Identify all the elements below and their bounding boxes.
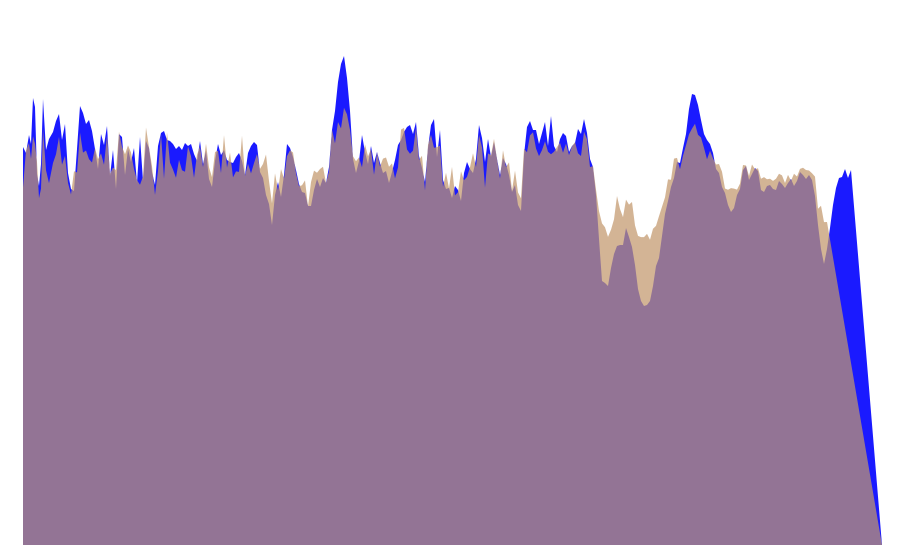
series-2-area — [23, 107, 882, 545]
plot-area — [23, 56, 882, 545]
